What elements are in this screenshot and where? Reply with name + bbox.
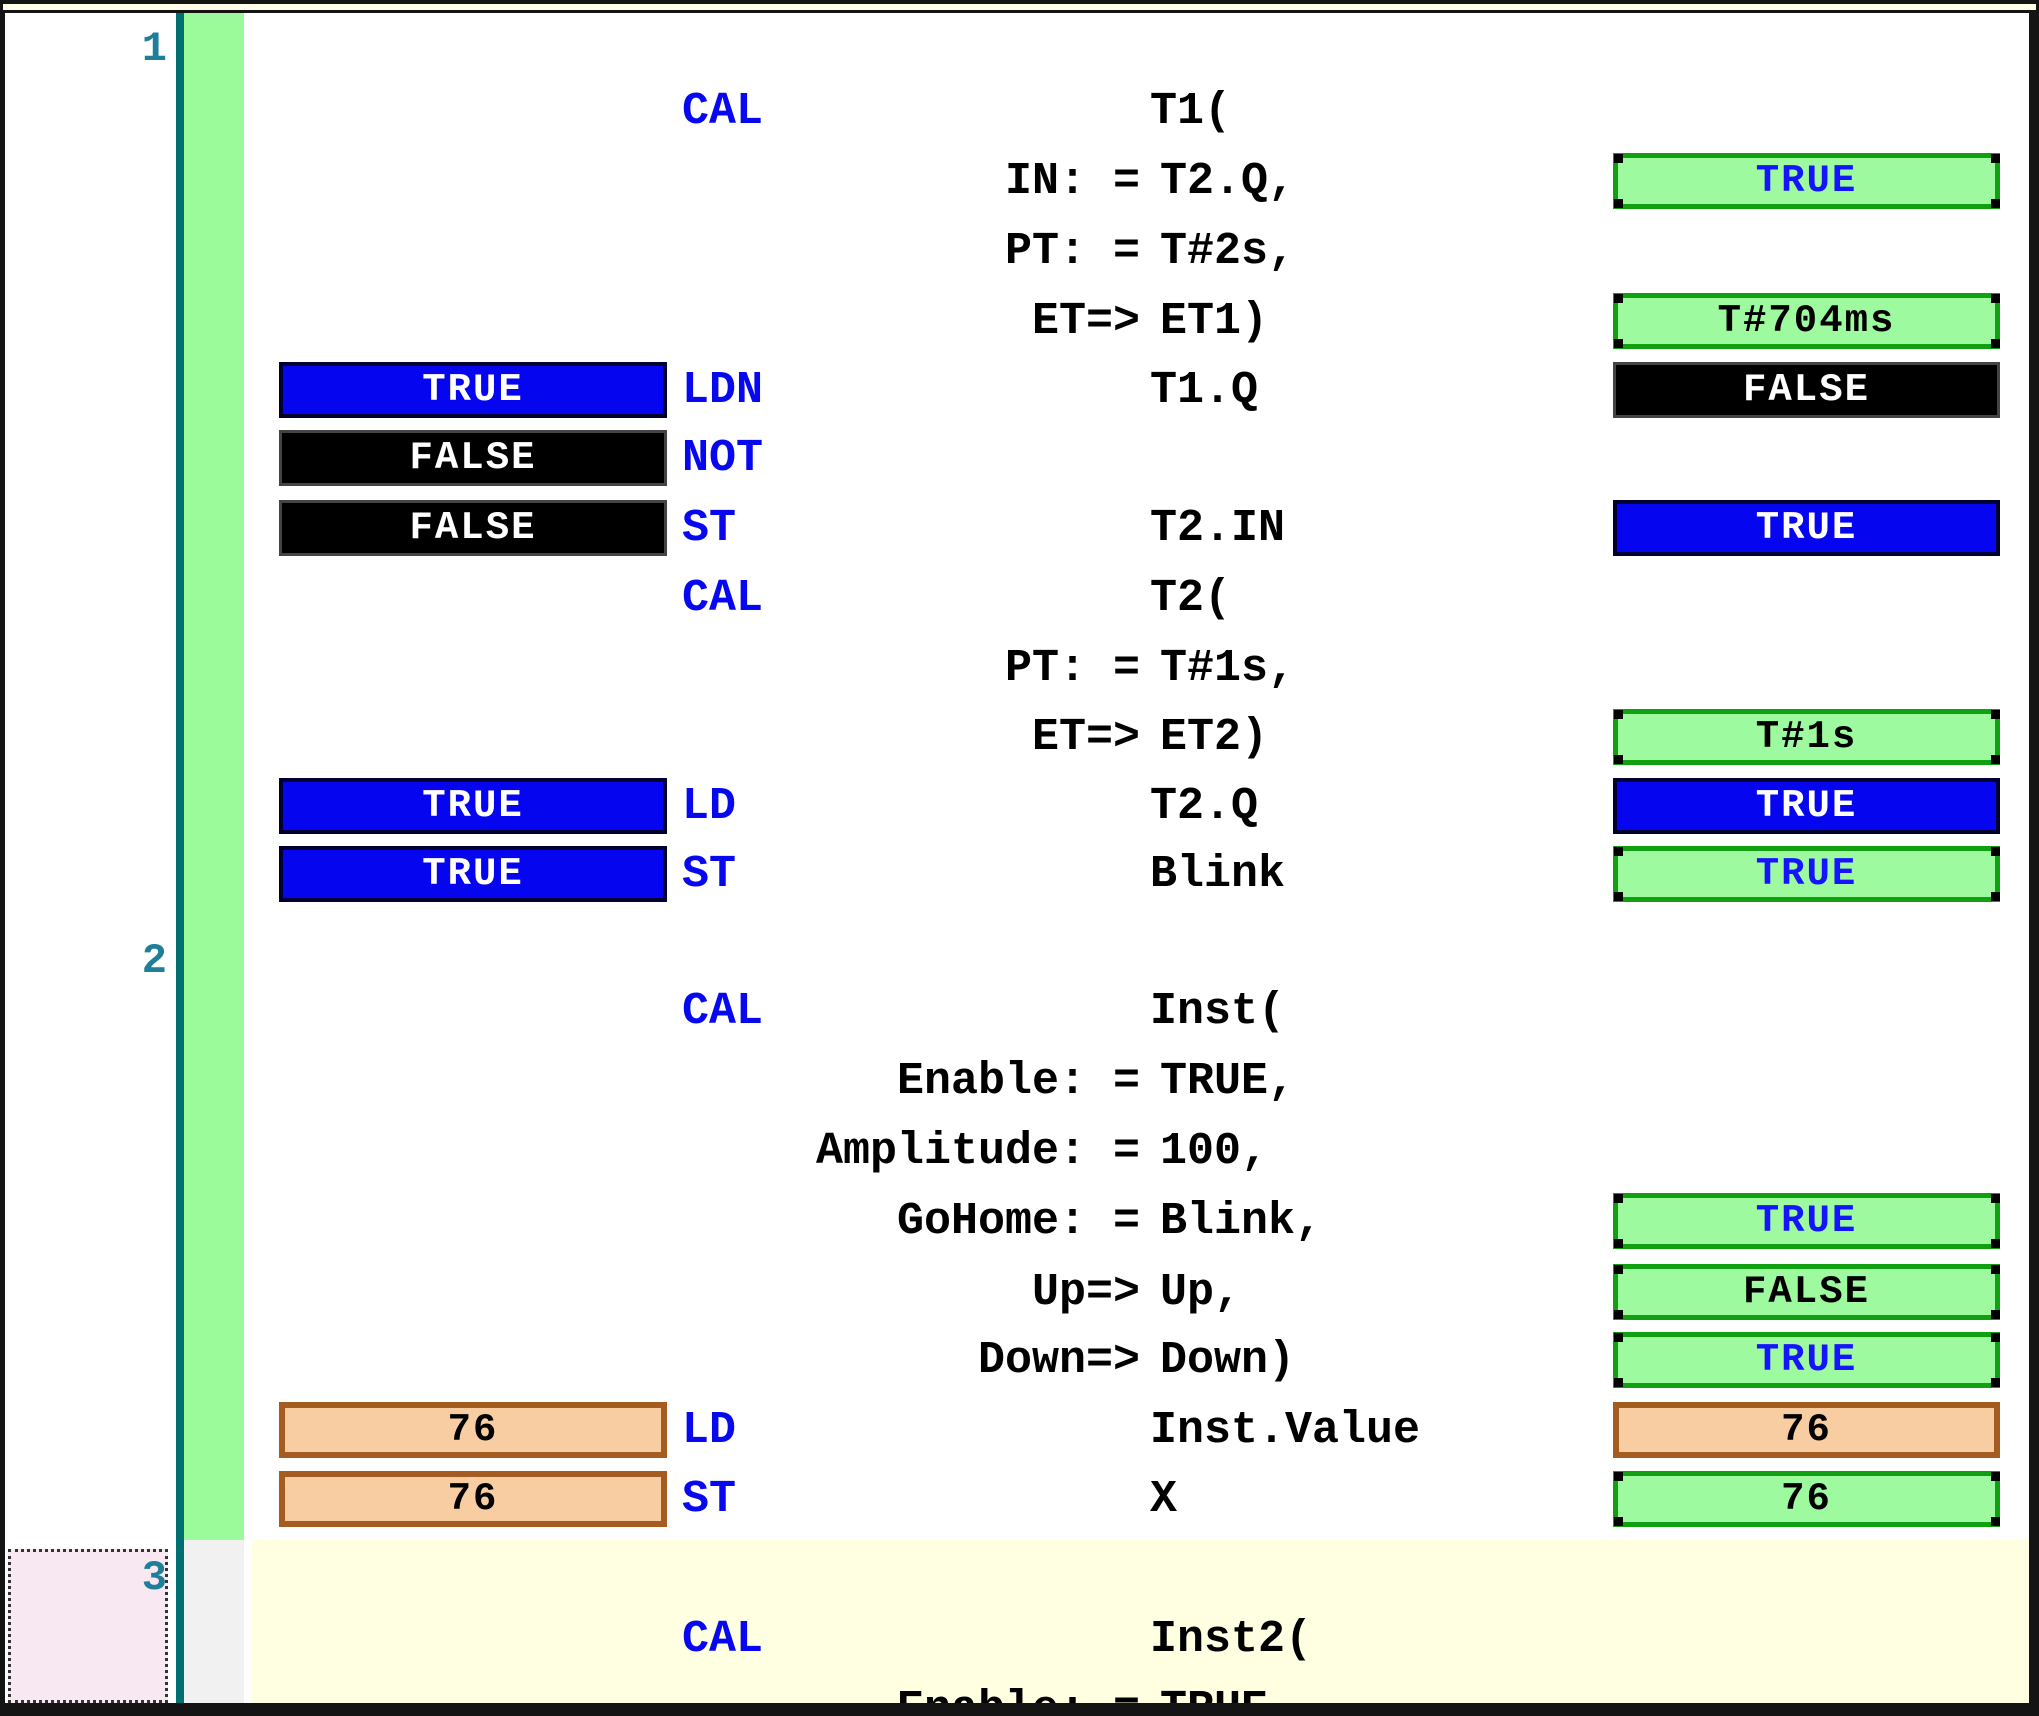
il-row: Up=> Up, FALSE (5, 1264, 2029, 1320)
operand: Inst2( (1150, 1613, 1313, 1665)
left-value-box[interactable]: TRUE (279, 778, 667, 834)
param-label: Enable: = (896, 1055, 1140, 1107)
il-row: IN: = T2.Q, TRUE (5, 153, 2029, 209)
il-row: FALSE NOT (5, 430, 2029, 486)
param-value: T2.Q, (1160, 155, 1296, 207)
operator: CAL (682, 572, 764, 624)
left-value-box[interactable]: 76 (279, 1402, 667, 1458)
param-value: ET1) (1160, 295, 1269, 347)
operand: T2.IN (1150, 502, 1286, 554)
param-label: PT: = (1004, 642, 1140, 694)
param-value: TRUE, (1160, 1055, 1296, 1107)
left-value-box[interactable]: FALSE (279, 500, 667, 556)
operand: Blink (1150, 848, 1286, 900)
operand: X (1150, 1473, 1178, 1525)
left-value-box[interactable]: 76 (279, 1471, 667, 1527)
param-label: ET=> (1031, 295, 1140, 347)
line-selection-box[interactable] (8, 1549, 168, 1703)
param-label: Down=> (977, 1334, 1140, 1386)
il-row: Enable: = TRUE (5, 1681, 2029, 1704)
line-number[interactable]: 2 (141, 937, 167, 985)
operand: T1.Q (1150, 364, 1259, 416)
il-row: TRUE LD T2.Q TRUE (5, 778, 2029, 834)
il-row: PT: = T#1s, (5, 640, 2029, 696)
param-value: ET2) (1160, 711, 1269, 763)
il-row: CAL T1( (5, 83, 2029, 139)
operator: ST (682, 502, 737, 554)
operand: Inst( (1150, 985, 1286, 1037)
operator: CAL (682, 85, 764, 137)
il-row: TRUE LDN T1.Q FALSE (5, 362, 2029, 418)
line-number[interactable]: 3 (141, 1554, 167, 1602)
param-label: Enable: = (249, 1681, 1140, 1704)
operator: CAL (682, 1613, 764, 1665)
line-number[interactable]: 1 (141, 25, 167, 73)
operand: T1( (1150, 85, 1232, 137)
left-value-box[interactable]: TRUE (279, 846, 667, 902)
right-value-box[interactable]: FALSE (1613, 362, 2000, 418)
param-value: Down) (1160, 1334, 1296, 1386)
il-row: CAL Inst2( (5, 1611, 2029, 1667)
operator: LDN (682, 364, 764, 416)
window-border-strip (3, 4, 2036, 10)
param-value: T#2s, (1160, 225, 1296, 277)
margin-rule (176, 13, 184, 1703)
param-value: T#1s, (1160, 642, 1296, 694)
operator: LD (682, 780, 737, 832)
param-value: TRUE (1160, 1681, 1268, 1704)
il-row: CAL Inst( (5, 983, 2029, 1039)
left-value-box[interactable]: TRUE (279, 362, 667, 418)
operator: ST (682, 1473, 737, 1525)
right-value-box[interactable]: 76 (1613, 1402, 2000, 1458)
param-label: Up=> (1031, 1266, 1140, 1318)
param-label: PT: = (1004, 225, 1140, 277)
operand: T2.Q (1150, 780, 1259, 832)
operator: NOT (682, 432, 764, 484)
il-row: FALSE ST T2.IN TRUE (5, 500, 2029, 556)
section3-highlight (252, 1540, 2029, 1703)
operator: LD (682, 1404, 737, 1456)
param-value: 100, (1160, 1125, 1269, 1177)
section-band (184, 13, 244, 1703)
right-value-box[interactable]: T#704ms (1613, 293, 2000, 349)
editor-content[interactable]: 1 2 3 CAL T1(IN: = T2.Q, TRUE PT: = T#2s, ET=> ET1… (5, 13, 2029, 1703)
il-row: ET=> ET2) T#1s (5, 709, 2029, 765)
operator: ST (682, 848, 737, 900)
param-label: Amplitude: = (815, 1125, 1140, 1177)
right-value-box[interactable]: TRUE (1613, 153, 2000, 209)
param-value: Up, (1160, 1266, 1242, 1318)
param-label: IN: = (1004, 155, 1140, 207)
right-value-box[interactable]: TRUE (1613, 1193, 2000, 1249)
il-row: PT: = T#2s, (5, 223, 2029, 279)
param-value: Blink, (1160, 1195, 1323, 1247)
il-row: CAL T2( (5, 570, 2029, 626)
operand: Inst.Value (1150, 1404, 1421, 1456)
right-value-box[interactable]: 76 (1613, 1471, 2000, 1527)
left-value-box[interactable]: FALSE (279, 430, 667, 486)
section-band-inactive (184, 1540, 244, 1703)
operand: T2( (1150, 572, 1232, 624)
il-row: Enable: = TRUE, (5, 1053, 2029, 1109)
il-row: TRUE ST Blink TRUE (5, 846, 2029, 902)
operator: CAL (682, 985, 764, 1037)
param-label: GoHome: = (896, 1195, 1140, 1247)
il-row: 76 ST X 76 (5, 1471, 2029, 1527)
il-row: Down=> Down) TRUE (5, 1332, 2029, 1388)
right-value-box[interactable]: TRUE (1613, 500, 2000, 556)
il-row: Amplitude: = 100, (5, 1123, 2029, 1179)
il-row: ET=> ET1) T#704ms (5, 293, 2029, 349)
param-label: ET=> (1031, 711, 1140, 763)
il-row: 76 LD Inst.Value 76 (5, 1402, 2029, 1458)
right-value-box[interactable]: TRUE (1613, 846, 2000, 902)
right-value-box[interactable]: T#1s (1613, 709, 2000, 765)
right-value-box[interactable]: FALSE (1613, 1264, 2000, 1320)
right-value-box[interactable]: TRUE (1613, 778, 2000, 834)
right-value-box[interactable]: TRUE (1613, 1332, 2000, 1388)
il-row: GoHome: = Blink, TRUE (5, 1193, 2029, 1249)
